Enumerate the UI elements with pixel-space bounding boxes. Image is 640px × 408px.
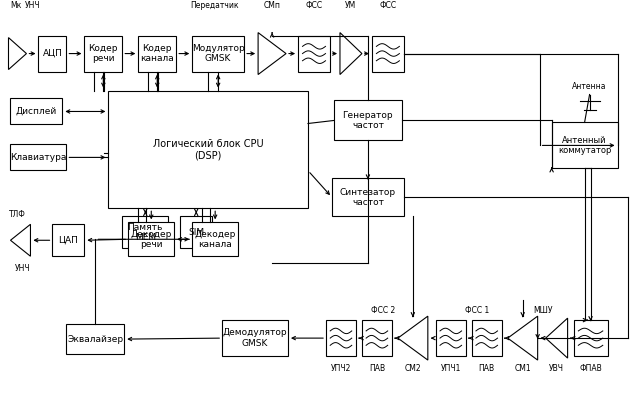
Text: УМ: УМ <box>346 1 356 10</box>
Text: СМп: СМп <box>264 1 280 10</box>
FancyBboxPatch shape <box>122 216 168 248</box>
Text: СМ2: СМ2 <box>404 364 421 373</box>
FancyBboxPatch shape <box>298 35 330 71</box>
Text: ПАВ: ПАВ <box>369 364 385 373</box>
FancyBboxPatch shape <box>573 320 607 356</box>
FancyBboxPatch shape <box>372 35 404 71</box>
FancyBboxPatch shape <box>10 144 67 171</box>
Text: Модулятор
GMSK: Модулятор GMSK <box>192 44 244 63</box>
Text: Дисплей: Дисплей <box>16 107 57 116</box>
FancyBboxPatch shape <box>38 35 67 71</box>
Text: Декодер
речи: Декодер речи <box>131 230 172 249</box>
Text: УВЧ: УВЧ <box>549 364 564 373</box>
FancyBboxPatch shape <box>84 35 122 71</box>
FancyBboxPatch shape <box>138 35 176 71</box>
Text: Клавиатура: Клавиатура <box>10 153 67 162</box>
Text: ФПАВ: ФПАВ <box>579 364 602 373</box>
FancyBboxPatch shape <box>222 320 288 356</box>
FancyBboxPatch shape <box>332 178 404 216</box>
FancyBboxPatch shape <box>128 222 174 256</box>
Text: SIM: SIM <box>188 228 204 237</box>
Text: Демодулятор
GMSK: Демодулятор GMSK <box>223 328 287 348</box>
Text: Память
MEM: Память MEM <box>127 223 163 242</box>
Text: СМ1: СМ1 <box>515 364 531 373</box>
Text: МШУ: МШУ <box>533 306 552 315</box>
Text: ЦАП: ЦАП <box>58 236 78 245</box>
Text: ФСС 2: ФСС 2 <box>371 306 395 315</box>
FancyBboxPatch shape <box>552 122 618 169</box>
Text: ТЛФ: ТЛФ <box>8 210 26 219</box>
FancyBboxPatch shape <box>10 98 63 124</box>
FancyBboxPatch shape <box>472 320 502 356</box>
FancyBboxPatch shape <box>52 224 84 256</box>
Text: Кодер
канала: Кодер канала <box>140 44 174 63</box>
Text: ФСС: ФСС <box>380 1 396 10</box>
Text: УНЧ: УНЧ <box>15 264 30 273</box>
Text: ПАВ: ПАВ <box>479 364 495 373</box>
FancyBboxPatch shape <box>334 100 402 140</box>
Text: Антенна: Антенна <box>572 82 607 91</box>
FancyBboxPatch shape <box>436 320 466 356</box>
FancyBboxPatch shape <box>108 91 308 208</box>
Text: Кодер
речи: Кодер речи <box>88 44 118 63</box>
Text: Логический блок CPU
(DSP): Логический блок CPU (DSP) <box>153 139 264 160</box>
Text: ФСС 1: ФСС 1 <box>465 306 489 315</box>
Text: УПЧ1: УПЧ1 <box>440 364 461 373</box>
FancyBboxPatch shape <box>326 320 356 356</box>
FancyBboxPatch shape <box>192 222 238 256</box>
Text: Антенный
коммутатор: Антенный коммутатор <box>558 136 611 155</box>
FancyBboxPatch shape <box>67 324 124 354</box>
Text: АЦП: АЦП <box>42 49 62 58</box>
FancyBboxPatch shape <box>362 320 392 356</box>
Text: Генератор
частот: Генератор частот <box>342 111 393 130</box>
FancyBboxPatch shape <box>180 216 212 248</box>
Text: Передатчик: Передатчик <box>190 1 239 10</box>
FancyBboxPatch shape <box>192 35 244 71</box>
Text: Мк: Мк <box>10 1 22 10</box>
Text: Эквалайзер: Эквалайзер <box>67 335 124 344</box>
Text: Синтезатор
частот: Синтезатор частот <box>340 188 396 207</box>
Text: Декодер
канала: Декодер канала <box>195 230 236 249</box>
Text: УПЧ2: УПЧ2 <box>331 364 351 373</box>
Text: ФСС: ФСС <box>305 1 323 10</box>
Text: УНЧ: УНЧ <box>24 1 40 10</box>
